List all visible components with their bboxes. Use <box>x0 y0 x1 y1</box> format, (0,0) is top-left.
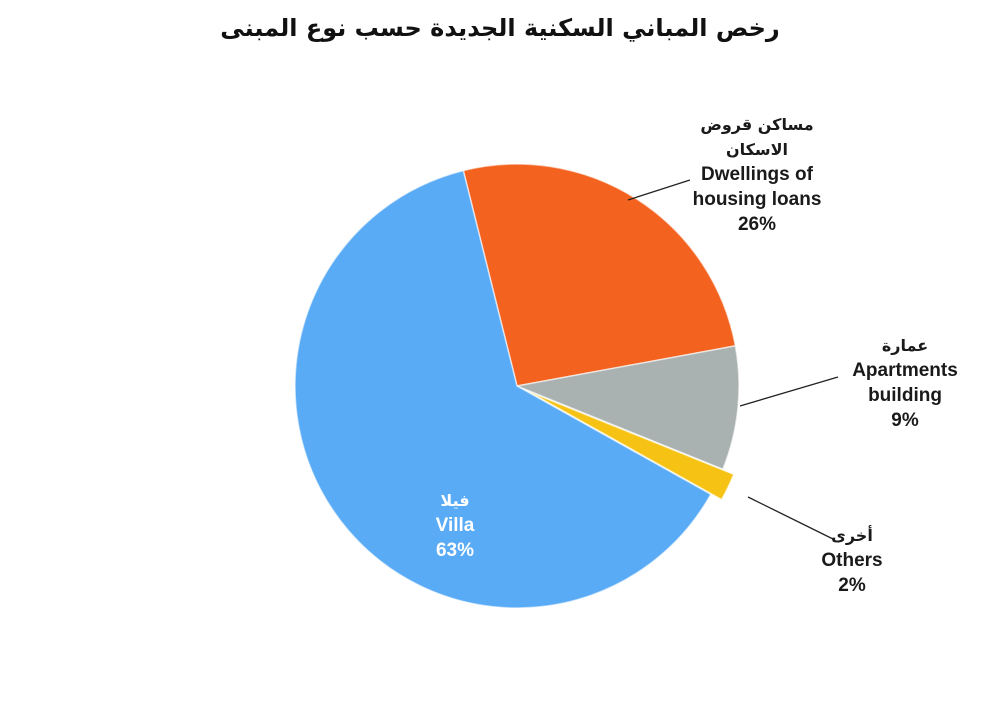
pie-slice <box>462 163 737 387</box>
label-percent: 2% <box>838 575 866 596</box>
label-arabic: عمارة <box>881 336 929 355</box>
leader-line <box>627 179 691 201</box>
label-percent: 63% <box>435 540 475 561</box>
label-arabic: أخرى <box>831 526 873 545</box>
slice-label: عمارة Apartments building 9% <box>820 333 990 433</box>
leader-line <box>747 496 836 541</box>
label-english: Dwellings of housing loans <box>692 164 822 210</box>
label-english: Others <box>821 550 883 571</box>
pie-slice <box>294 169 712 609</box>
label-percent: 9% <box>891 410 919 431</box>
leader-line <box>739 376 839 407</box>
label-english: Apartments building <box>852 360 958 406</box>
label-percent: 26% <box>737 214 777 235</box>
label-english: Villa <box>435 515 475 536</box>
slice-label: فيلا Villa 63% <box>370 488 540 563</box>
slice-label: أخرى Others 2% <box>767 523 937 598</box>
label-arabic: مساكن قروض الاسكان <box>700 115 814 159</box>
pie-slice <box>527 390 735 501</box>
pie-slice <box>514 345 740 471</box>
slice-label: مساكن قروض الاسكان Dwellings of housing l… <box>672 112 842 237</box>
chart-title: رخص المباني السكنية الجديدة حسب نوع المب… <box>220 14 780 42</box>
label-arabic: فيلا <box>440 491 470 510</box>
